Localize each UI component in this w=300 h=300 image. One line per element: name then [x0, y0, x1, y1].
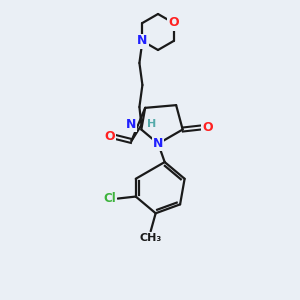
Text: N: N — [126, 118, 136, 130]
Text: O: O — [202, 121, 213, 134]
Text: H: H — [147, 119, 157, 129]
Text: N: N — [137, 34, 148, 47]
Text: Cl: Cl — [103, 192, 116, 205]
Text: O: O — [104, 130, 115, 143]
Text: O: O — [168, 16, 179, 29]
Text: N: N — [153, 137, 164, 150]
Text: CH₃: CH₃ — [140, 233, 162, 243]
